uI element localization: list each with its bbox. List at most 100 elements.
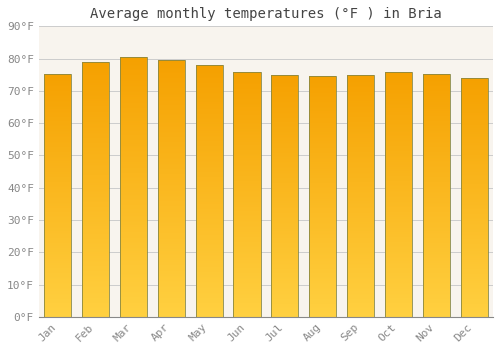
Bar: [460, 270, 488, 272]
Bar: [196, 176, 223, 177]
Bar: [385, 130, 412, 131]
Bar: [82, 307, 109, 308]
Bar: [422, 191, 450, 193]
Bar: [271, 108, 298, 109]
Bar: [158, 286, 185, 287]
Bar: [158, 294, 185, 295]
Bar: [309, 217, 336, 218]
Bar: [44, 198, 72, 199]
Bar: [44, 304, 72, 306]
Bar: [271, 160, 298, 161]
Bar: [271, 83, 298, 84]
Bar: [120, 235, 147, 236]
Bar: [158, 291, 185, 292]
Bar: [460, 306, 488, 307]
Bar: [309, 101, 336, 102]
Bar: [82, 128, 109, 130]
Bar: [196, 134, 223, 136]
Bar: [234, 209, 260, 210]
Bar: [271, 193, 298, 194]
Bar: [385, 278, 412, 279]
Bar: [271, 158, 298, 159]
Bar: [234, 88, 260, 89]
Bar: [234, 214, 260, 215]
Bar: [309, 77, 336, 78]
Bar: [271, 152, 298, 153]
Bar: [385, 82, 412, 83]
Bar: [347, 181, 374, 182]
Bar: [120, 138, 147, 139]
Bar: [120, 205, 147, 206]
Bar: [234, 264, 260, 265]
Bar: [385, 99, 412, 100]
Bar: [347, 95, 374, 97]
Bar: [196, 98, 223, 99]
Bar: [347, 75, 374, 76]
Bar: [234, 152, 260, 153]
Bar: [460, 195, 488, 196]
Bar: [196, 251, 223, 253]
Bar: [44, 279, 72, 280]
Bar: [422, 237, 450, 238]
Bar: [422, 115, 450, 116]
Bar: [234, 221, 260, 223]
Bar: [347, 230, 374, 231]
Bar: [82, 144, 109, 145]
Bar: [82, 113, 109, 114]
Bar: [82, 308, 109, 309]
Bar: [309, 179, 336, 181]
Bar: [44, 129, 72, 130]
Bar: [234, 123, 260, 125]
Bar: [309, 186, 336, 187]
Bar: [460, 186, 488, 187]
Bar: [120, 153, 147, 155]
Bar: [82, 214, 109, 215]
Bar: [422, 126, 450, 127]
Bar: [422, 106, 450, 108]
Bar: [385, 121, 412, 122]
Bar: [309, 294, 336, 295]
Bar: [385, 138, 412, 140]
Bar: [309, 305, 336, 306]
Bar: [120, 159, 147, 160]
Bar: [271, 220, 298, 222]
Bar: [271, 118, 298, 119]
Bar: [196, 278, 223, 279]
Bar: [347, 226, 374, 227]
Bar: [196, 285, 223, 287]
Bar: [271, 142, 298, 143]
Title: Average monthly temperatures (°F ) in Bria: Average monthly temperatures (°F ) in Br…: [90, 7, 442, 21]
Bar: [385, 267, 412, 268]
Bar: [271, 258, 298, 259]
Bar: [158, 72, 185, 73]
Bar: [422, 279, 450, 280]
Bar: [158, 267, 185, 268]
Bar: [196, 138, 223, 140]
Bar: [234, 116, 260, 117]
Bar: [460, 209, 488, 211]
Bar: [422, 211, 450, 212]
Bar: [120, 184, 147, 186]
Bar: [196, 274, 223, 275]
Bar: [271, 288, 298, 289]
Bar: [385, 214, 412, 215]
Bar: [234, 259, 260, 260]
Bar: [158, 65, 185, 66]
Bar: [422, 91, 450, 92]
Bar: [271, 84, 298, 85]
Bar: [44, 271, 72, 272]
Bar: [309, 249, 336, 251]
Bar: [309, 290, 336, 292]
Bar: [422, 188, 450, 189]
Bar: [309, 220, 336, 222]
Bar: [82, 248, 109, 249]
Bar: [347, 208, 374, 209]
Bar: [271, 137, 298, 138]
Bar: [271, 120, 298, 121]
Bar: [158, 62, 185, 63]
Bar: [82, 220, 109, 221]
Bar: [44, 294, 72, 295]
Bar: [158, 205, 185, 206]
Bar: [158, 235, 185, 236]
Bar: [385, 141, 412, 142]
